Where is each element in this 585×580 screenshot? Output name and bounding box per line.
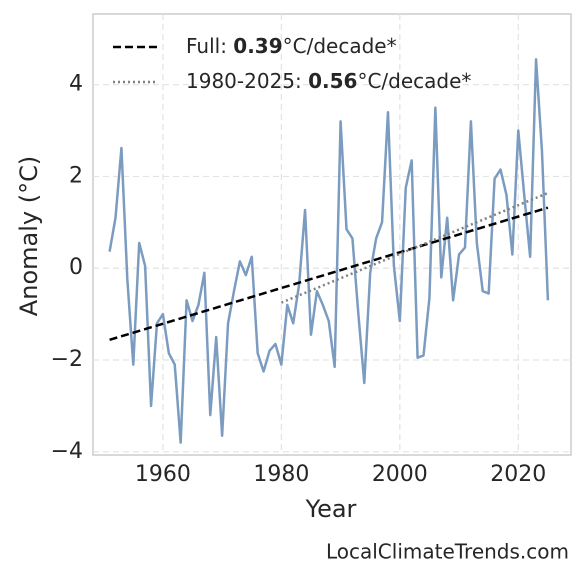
y-tick-label: 2 [69, 163, 83, 188]
y-tick-label: 4 [69, 72, 83, 97]
series-line [109, 206, 549, 342]
legend-label-part: °C/decade* [283, 34, 397, 58]
series-line [280, 191, 549, 304]
series-line [108, 58, 550, 444]
legend-label-part: 0.39 [233, 34, 282, 58]
y-tick-label: 0 [69, 255, 83, 280]
legend-label-part: 1980-2025: [186, 69, 308, 93]
x-axis-label: Year [305, 495, 357, 523]
legend-label: 1980-2025: 0.56°C/decade* [186, 69, 471, 93]
y-tick-label: −2 [51, 347, 83, 372]
legend-label-part: Full: [186, 34, 233, 58]
x-tick-label: 1960 [135, 462, 191, 487]
legend-label-part: °C/decade* [357, 69, 471, 93]
legend-label: Full: 0.39°C/decade* [186, 34, 397, 58]
x-tick-label: 2000 [372, 462, 428, 487]
x-tick-label: 1980 [253, 462, 309, 487]
y-tick-label: −4 [51, 439, 83, 464]
source: LocalClimateTrends.com [326, 540, 569, 564]
grid [93, 14, 571, 455]
y-axis-label: Anomaly (°C) [15, 156, 43, 316]
legend-label-part: 0.56 [308, 69, 357, 93]
x-tick-label: 2020 [490, 462, 546, 487]
